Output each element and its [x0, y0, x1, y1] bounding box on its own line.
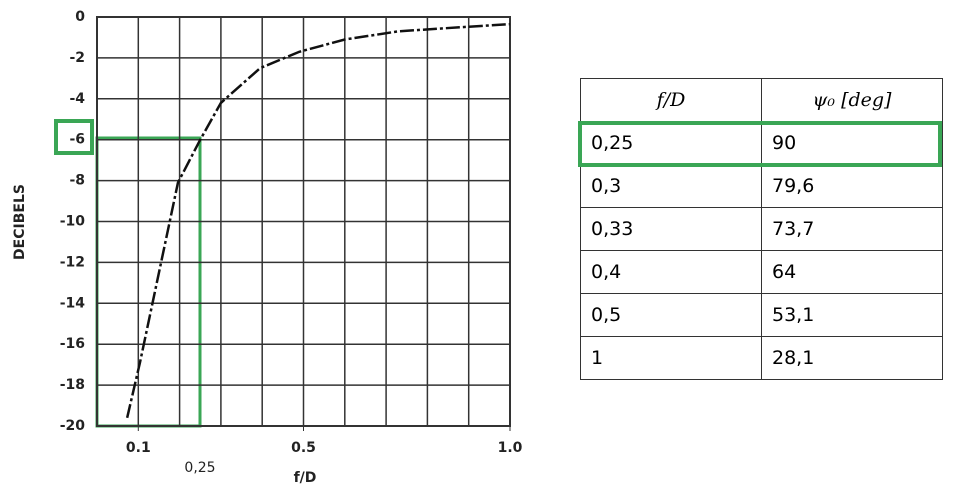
cell: 79,6: [761, 164, 943, 208]
annotation: 0,25: [184, 460, 215, 476]
y-tick-label: -20: [60, 418, 86, 434]
cell: 0,3: [580, 164, 762, 208]
cell: 0,33: [580, 207, 762, 251]
y-tick-label: -16: [60, 336, 85, 352]
cell: 0,5: [580, 293, 762, 337]
cell: 28,1: [761, 336, 943, 380]
row: 0,3 79,6: [580, 164, 943, 208]
header-cell: f/D: [580, 78, 762, 122]
y-tick-label: 0: [75, 9, 85, 25]
row: 1 28,1: [580, 336, 943, 380]
x-tick-label: 0.1: [126, 440, 151, 456]
line: [125, 22, 511, 419]
y-tick-label: -18: [60, 377, 85, 393]
cell: 53,1: [761, 293, 943, 337]
y-tick-label: -8: [69, 173, 85, 189]
row: 0,4 64: [580, 250, 943, 294]
header-cell: ψ₀ [deg]: [761, 78, 943, 122]
highlight-label: [54, 119, 94, 155]
y-tick-label: -12: [60, 254, 85, 270]
y-tick-label: -2: [69, 50, 85, 66]
cell: 1: [580, 336, 762, 380]
cell: 0,4: [580, 250, 762, 294]
x-axis-label: f/D: [294, 470, 317, 486]
y-tick-label: -10: [60, 214, 86, 230]
y-tick-label: -6: [69, 132, 85, 148]
row-highlight: [578, 121, 942, 167]
y-tick-label: -4: [69, 91, 85, 107]
row: 0,33 73,7: [580, 207, 943, 251]
cell: 64: [761, 250, 943, 294]
y-axis-label: DECIBELS: [12, 184, 28, 260]
cell: 73,7: [761, 207, 943, 251]
x-tick-label: 0.5: [291, 440, 316, 456]
table: f/D ψ₀ [deg] 0,25 90 0,3 79,6 0,33 73,7 0,4 64 0…: [580, 78, 943, 380]
y-tick-label: -14: [60, 295, 86, 311]
row: 0,5 53,1: [580, 293, 943, 337]
x-tick-label: 1.0: [498, 440, 523, 456]
cell: 90: [761, 121, 943, 165]
plot-frame: [96, 16, 511, 427]
